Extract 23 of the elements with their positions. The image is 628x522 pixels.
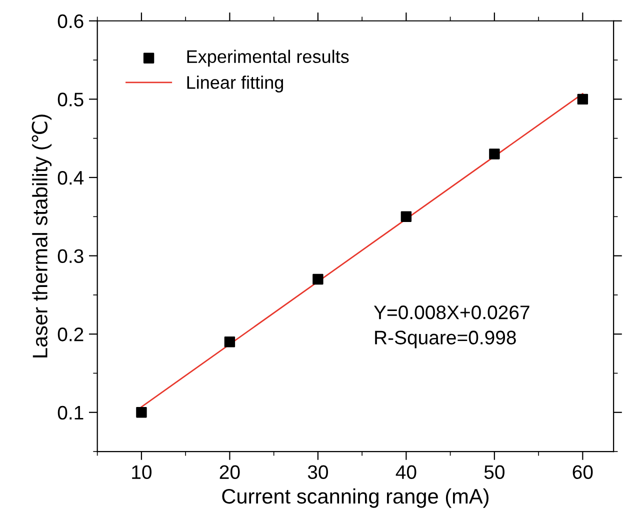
x-tick-label: 40 <box>396 465 416 480</box>
y-tick-label: 0.6 <box>58 14 84 28</box>
legend-label: Experimental results <box>187 50 349 67</box>
x-tick-label: 50 <box>484 465 504 480</box>
x-tick-label: 60 <box>572 465 593 480</box>
y-tick-label: 0.5 <box>58 92 84 106</box>
y-tick-label: 0.1 <box>58 406 84 420</box>
point <box>489 148 500 160</box>
x-tick-label: 30 <box>308 465 328 480</box>
point <box>136 407 147 418</box>
y-tick-label: 0.2 <box>58 328 84 342</box>
x-tick-label: 20 <box>220 465 240 480</box>
x-tick-label: 10 <box>132 465 152 480</box>
point <box>312 274 324 285</box>
legend-label: Linear fitting <box>187 76 284 92</box>
y-tick-label: 0.4 <box>58 170 84 185</box>
y-axis-title: Laser thermal stability (℃) <box>32 114 52 358</box>
point <box>577 94 588 105</box>
point <box>224 336 236 348</box>
annotation: Y=0.008X+0.0267 R-Square=0.998 <box>374 306 530 348</box>
x-axis-title: Current scanning range (mA) <box>222 488 488 508</box>
y-tick-label: 0.3 <box>58 249 84 264</box>
point <box>400 211 412 222</box>
